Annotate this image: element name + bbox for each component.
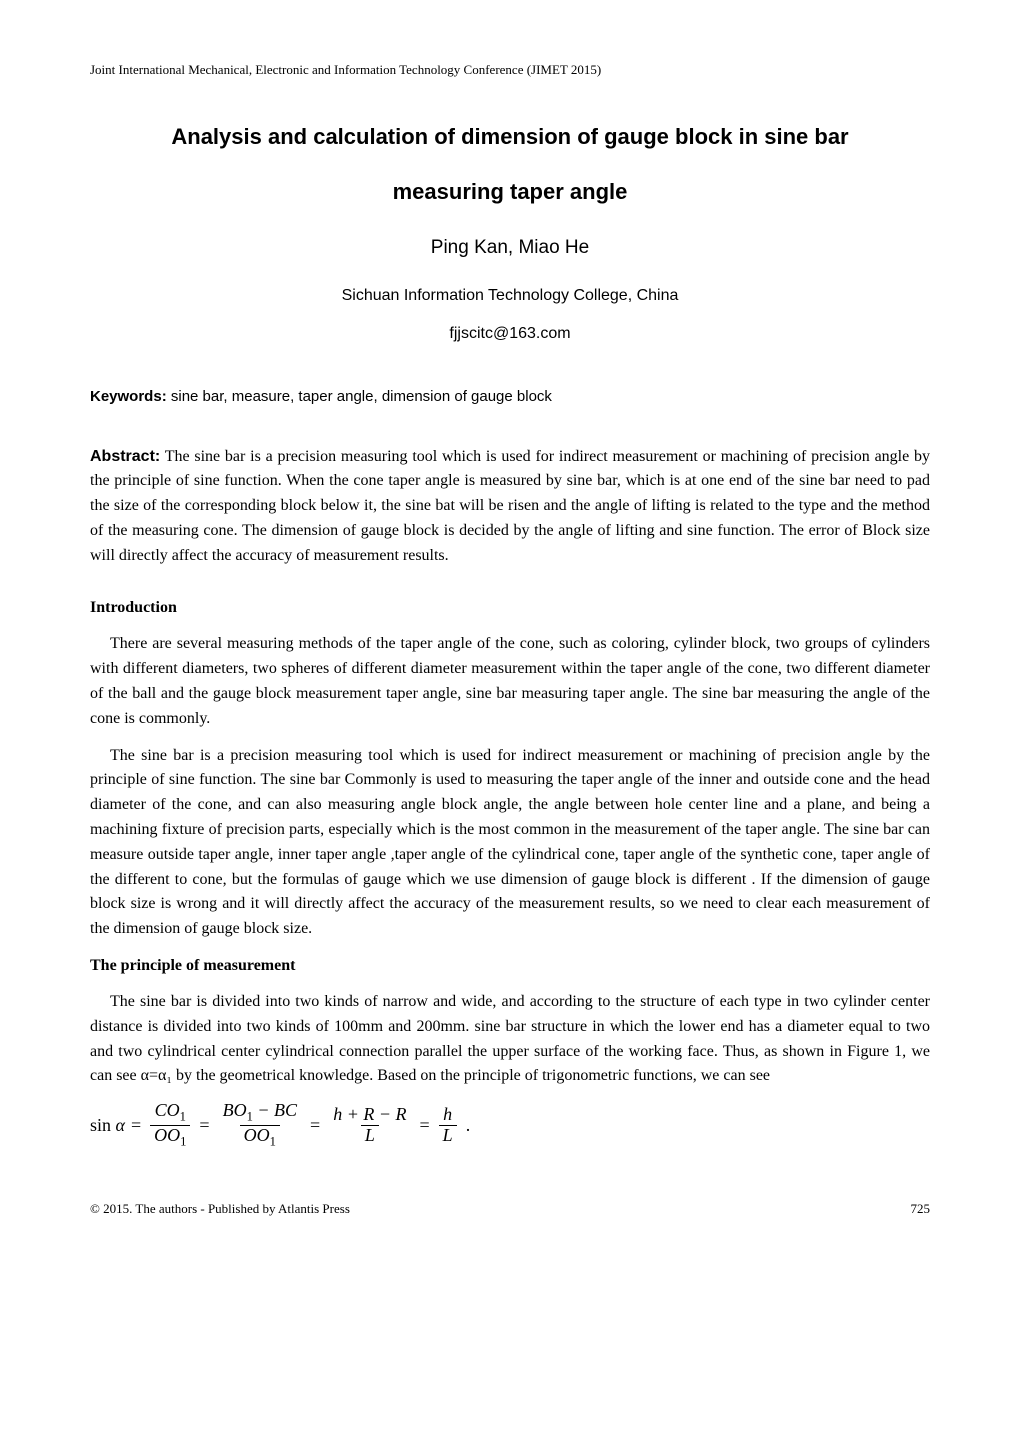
intro-paragraph-1: There are several measuring methods of t… [90,632,930,731]
conference-header: Joint International Mechanical, Electron… [90,60,930,80]
section-heading-introduction: Introduction [90,596,930,620]
abstract-block: Abstract: The sine bar is a precision me… [90,445,930,569]
formula-frac2: BO1 − BC OO1 [219,1101,301,1149]
footer-page-number: 725 [911,1199,931,1219]
formula-period: . [466,1112,471,1139]
intro-paragraph-2: The sine bar is a precision measuring to… [90,744,930,942]
formula-frac4-den: L [439,1125,457,1146]
principle-paragraph-1: The sine bar is divided into two kinds o… [90,990,930,1089]
formula-frac2-num: BO1 − BC [219,1101,301,1124]
formula-frac1-den: OO1 [150,1125,190,1149]
email: fjjscitc@163.com [90,322,930,346]
keywords-line: Keywords: sine bar, measure, taper angle… [90,386,930,409]
formula-frac3: h + R − R L [329,1105,410,1146]
formula-eq4: = [420,1112,430,1139]
page-footer: © 2015. The authors - Published by Atlan… [90,1199,930,1219]
paper-title-line1: Analysis and calculation of dimension of… [90,120,930,153]
footer-copyright: © 2015. The authors - Published by Atlan… [90,1199,350,1219]
section-heading-principle: The principle of measurement [90,954,930,978]
formula-eq2: = [199,1112,209,1139]
formula-frac1: CO1 OO1 [150,1101,190,1149]
formula-eq1: = [131,1112,141,1139]
keywords-label: Keywords: [90,388,167,405]
abstract-label: Abstract: [90,448,160,465]
formula-sin-alpha: sin α = CO1 OO1 = BO1 − BC OO1 = h + R −… [90,1101,930,1149]
formula-frac2-den: OO1 [240,1125,280,1149]
formula-frac3-den: L [361,1125,379,1146]
paper-title-line2: measuring taper angle [90,175,930,208]
authors: Ping Kan, Miao He [90,234,930,263]
keywords-text: sine bar, measure, taper angle, dimensio… [167,388,552,405]
abstract-text: The sine bar is a precision measuring to… [90,448,930,564]
affiliation: Sichuan Information Technology College, … [90,284,930,308]
formula-frac4: h L [439,1105,457,1146]
formula-frac3-num: h + R − R [329,1105,410,1125]
formula-frac1-num: CO1 [151,1101,190,1124]
formula-frac4-num: h [439,1105,456,1125]
formula-eq3: = [310,1112,320,1139]
formula-lhs: sin α [90,1112,125,1139]
